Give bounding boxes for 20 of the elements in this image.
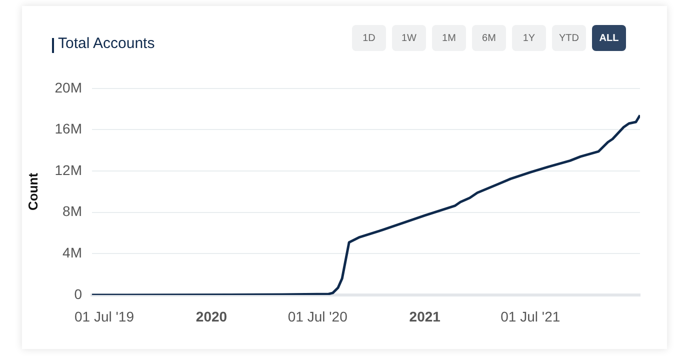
range-button: 1Y [512,25,546,51]
range-button: 1W [392,25,426,51]
chart-title: Total Accounts [58,35,155,52]
range-button: 6M [472,25,506,51]
x-tick-label: 2021 [409,308,441,324]
y-tick-label: 4M [62,244,82,261]
range-button: ALL [592,25,626,51]
y-tick-label: 16M [54,120,82,137]
x-tick-label: 01 Jul '20 [288,308,348,324]
x-tick-label: 2020 [196,308,228,324]
y-tick-label: 12M [54,162,82,178]
y-axis-title: Count [25,172,40,210]
range-button: YTD [552,25,586,51]
y-tick-label: 8M [62,203,82,220]
y-tick-label: 0 [74,286,82,302]
x-tick-label: 01 Jul '19 [74,308,134,324]
x-tick-label: 01 Jul '21 [500,308,560,324]
y-tick-label: 20M [54,79,82,96]
range-button: 1M [432,25,466,51]
range-button: 1D [352,25,386,51]
